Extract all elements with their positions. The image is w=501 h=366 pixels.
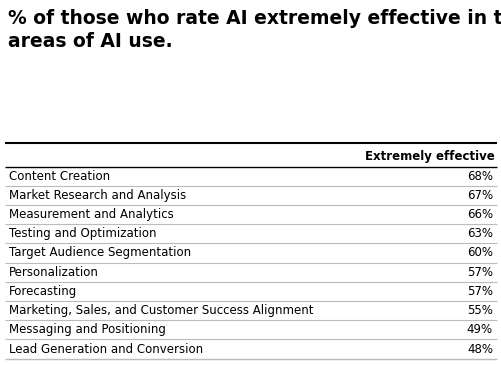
Text: Marketing, Sales, and Customer Success Alignment: Marketing, Sales, and Customer Success A…	[9, 304, 313, 317]
Text: 48%: 48%	[466, 343, 492, 356]
Text: Content Creation: Content Creation	[9, 169, 110, 183]
Text: 60%: 60%	[466, 246, 492, 259]
Text: Measurement and Analytics: Measurement and Analytics	[9, 208, 173, 221]
Text: Market Research and Analysis: Market Research and Analysis	[9, 189, 186, 202]
Text: 49%: 49%	[466, 323, 492, 336]
Text: 68%: 68%	[466, 169, 492, 183]
Text: Target Audience Segmentation: Target Audience Segmentation	[9, 246, 191, 259]
Text: 66%: 66%	[466, 208, 492, 221]
Text: 57%: 57%	[466, 285, 492, 298]
Text: Testing and Optimization: Testing and Optimization	[9, 227, 156, 240]
Text: 57%: 57%	[466, 266, 492, 279]
Text: 55%: 55%	[466, 304, 492, 317]
Text: % of those who rate AI extremely effective in the
areas of AI use.: % of those who rate AI extremely effecti…	[8, 9, 501, 51]
Text: 63%: 63%	[466, 227, 492, 240]
Text: 67%: 67%	[466, 189, 492, 202]
Text: Lead Generation and Conversion: Lead Generation and Conversion	[9, 343, 203, 356]
Text: Personalization: Personalization	[9, 266, 99, 279]
Text: Forecasting: Forecasting	[9, 285, 77, 298]
Text: Extremely effective: Extremely effective	[364, 150, 493, 163]
Text: Messaging and Positioning: Messaging and Positioning	[9, 323, 166, 336]
